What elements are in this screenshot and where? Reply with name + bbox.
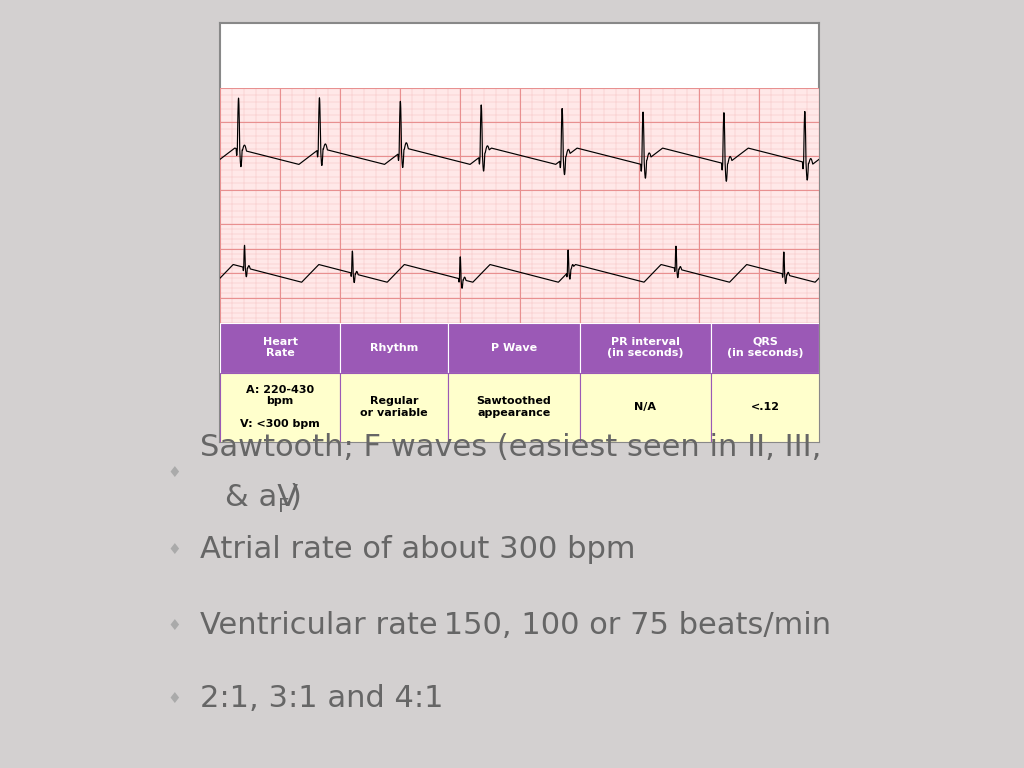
Text: F: F [278,497,289,516]
Text: Regular
or variable: Regular or variable [360,396,428,418]
Text: Atrial rate of about 300 bpm: Atrial rate of about 300 bpm [200,535,635,564]
Text: P Wave: P Wave [490,343,537,353]
FancyBboxPatch shape [220,323,340,372]
Text: ♦: ♦ [167,541,181,557]
Text: N/A: N/A [635,402,656,412]
Text: PR interval
(in seconds): PR interval (in seconds) [607,336,684,359]
Text: <.12: <.12 [751,402,780,412]
Text: A: 220-430
bpm

V: <300 bpm: A: 220-430 bpm V: <300 bpm [241,385,319,429]
FancyBboxPatch shape [580,372,712,442]
FancyBboxPatch shape [447,323,580,372]
Text: & aV: & aV [225,483,298,511]
Text: ♦: ♦ [167,618,181,634]
Text: Rhythm: Rhythm [370,343,418,353]
Text: ♦: ♦ [167,691,181,707]
Text: Heart
Rate: Heart Rate [262,336,298,359]
Text: QRS
(in seconds): QRS (in seconds) [727,336,804,359]
Text: ): ) [290,483,302,511]
Text: Sawtoothed
appearance: Sawtoothed appearance [476,396,551,418]
FancyBboxPatch shape [580,323,712,372]
FancyBboxPatch shape [712,372,819,442]
FancyBboxPatch shape [220,372,340,442]
FancyBboxPatch shape [340,323,447,372]
Text: ♦: ♦ [167,465,181,480]
FancyBboxPatch shape [712,323,819,372]
Text: 2:1, 3:1 and 4:1: 2:1, 3:1 and 4:1 [200,684,443,713]
Text: Sawtooth; F waves (easiest seen in II, III,: Sawtooth; F waves (easiest seen in II, I… [200,433,821,462]
Text: Ventricular rate 150, 100 or 75 beats/min: Ventricular rate 150, 100 or 75 beats/mi… [200,611,830,641]
FancyBboxPatch shape [340,372,447,442]
Text: Atrial Flutter: Atrial Flutter [443,45,596,66]
FancyBboxPatch shape [447,372,580,442]
